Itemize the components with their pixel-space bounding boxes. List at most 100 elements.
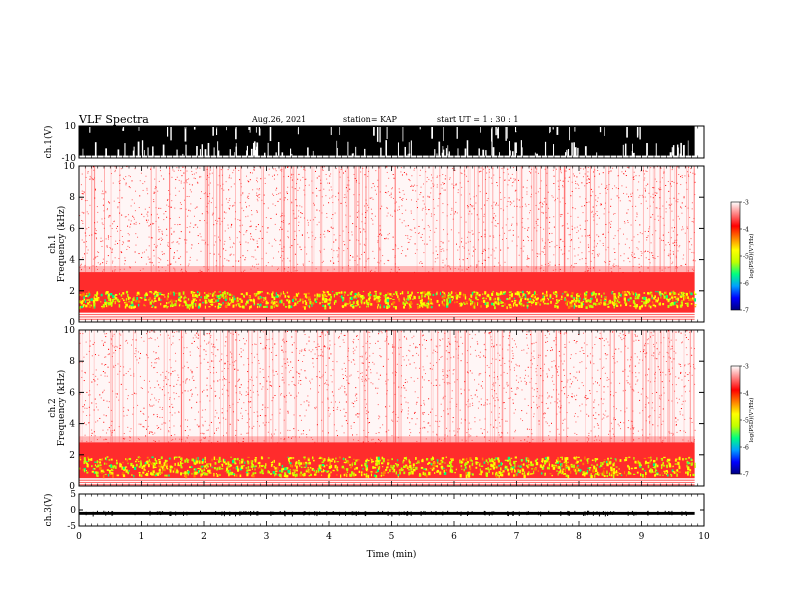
ch2-speckle bbox=[388, 429, 390, 431]
ch1-waveform-gap bbox=[639, 127, 641, 140]
ch2-speckle bbox=[598, 404, 600, 406]
ch1-speckle bbox=[458, 246, 460, 248]
ch1-speckle bbox=[465, 221, 467, 223]
ch1-speckle bbox=[225, 181, 227, 183]
ch1-speckle bbox=[229, 236, 231, 238]
ch2-speckle bbox=[412, 355, 414, 357]
ch1-speckle bbox=[233, 254, 235, 256]
ch1-enhancement bbox=[186, 305, 189, 309]
ch1-speckle bbox=[395, 201, 397, 203]
ch1-speckle bbox=[560, 216, 562, 218]
ch1-speckle bbox=[237, 219, 239, 221]
ch2-speckle bbox=[635, 383, 637, 385]
ch1-speckle bbox=[138, 253, 140, 255]
ch1-speckle bbox=[94, 232, 96, 234]
ch1-speckle bbox=[328, 189, 330, 191]
ch1-speckle bbox=[325, 195, 327, 197]
ch1-speckle bbox=[663, 224, 665, 226]
ch1-speckle bbox=[604, 202, 606, 204]
ch2-speckle bbox=[153, 367, 155, 369]
ch2-speckle bbox=[548, 425, 550, 427]
ch1-waveform-gap bbox=[166, 127, 169, 137]
ch1-enhancement bbox=[257, 290, 260, 295]
ch1-speckle bbox=[507, 218, 509, 220]
ch1-speckle bbox=[423, 228, 425, 230]
ch2-speckle bbox=[428, 398, 430, 400]
ch2-speckle bbox=[494, 390, 496, 392]
ch1-streak bbox=[521, 166, 523, 273]
ch1-speckle bbox=[102, 204, 104, 206]
ch2-speckle bbox=[551, 360, 553, 362]
ch1-speckle bbox=[209, 169, 211, 171]
ch2-speckle bbox=[657, 425, 659, 427]
ch1-streak bbox=[378, 166, 380, 273]
ch1-speckle bbox=[555, 199, 557, 201]
ch1-enhancement bbox=[574, 303, 576, 307]
ch2-speckle bbox=[254, 331, 256, 333]
ch1-speckle bbox=[117, 197, 119, 199]
ch2-speckle bbox=[239, 391, 241, 393]
ch2-speckle bbox=[286, 330, 288, 332]
ch1-waveform-gap bbox=[671, 152, 673, 156]
ch1-speckle bbox=[139, 180, 141, 182]
ch1-enhancement bbox=[518, 301, 521, 305]
ch2-speckle bbox=[425, 438, 427, 440]
ch1-speckle bbox=[539, 202, 541, 204]
ch1-speckle bbox=[134, 210, 136, 212]
ch1-speckle bbox=[229, 205, 231, 207]
ch1-speckle bbox=[437, 254, 439, 256]
ch2-speckle bbox=[591, 377, 593, 379]
ch1-enhancement bbox=[209, 293, 212, 295]
ch1-speckle bbox=[527, 266, 529, 268]
ch2-speckle bbox=[157, 401, 159, 403]
ch1-enhancement bbox=[605, 296, 607, 299]
ch2-speckle bbox=[306, 434, 308, 436]
ch1-speckle bbox=[256, 263, 258, 265]
ch1-enhancement bbox=[383, 305, 386, 309]
ch2-speckle bbox=[94, 354, 96, 356]
ch2-speckle bbox=[470, 346, 472, 348]
ch1-speckle bbox=[326, 213, 328, 215]
ch1-enhancement bbox=[598, 292, 601, 296]
ch1-speckle bbox=[279, 169, 281, 171]
ch1-streak bbox=[213, 166, 214, 273]
ch1-streak bbox=[293, 166, 295, 273]
ch1-speckle bbox=[273, 178, 275, 180]
ch1-enhancement bbox=[408, 306, 411, 310]
ch1-streak bbox=[320, 166, 321, 273]
ch2-speckle bbox=[400, 331, 402, 333]
ch2-speckle bbox=[610, 422, 612, 424]
ch1-enhancement bbox=[428, 293, 432, 296]
ch1-speckle bbox=[568, 250, 570, 252]
ch2-speckle bbox=[564, 346, 566, 348]
ch1-speckle bbox=[304, 246, 306, 248]
ch1-enhancement bbox=[86, 293, 88, 295]
ch1-speckle bbox=[633, 171, 635, 173]
ch1-enhancement bbox=[222, 292, 224, 294]
ch1-speckle bbox=[243, 234, 245, 236]
ch1-speckle bbox=[448, 240, 450, 242]
ch1-speckle bbox=[276, 187, 278, 189]
ch2-speckle bbox=[305, 376, 307, 378]
ch1-speckle bbox=[298, 224, 300, 226]
ch1-speckle bbox=[386, 166, 388, 168]
ch1-enhancement bbox=[311, 303, 313, 307]
ch1-speckle bbox=[364, 244, 366, 246]
ch1-speckle bbox=[659, 267, 661, 269]
ch2-speckle bbox=[425, 339, 427, 341]
ch1-speckle bbox=[96, 206, 98, 208]
ch1-enhancement bbox=[347, 294, 349, 296]
ch1-speckle bbox=[290, 177, 292, 179]
ch1-speckle bbox=[121, 197, 123, 199]
ch1-enhancement bbox=[408, 303, 411, 305]
ch1-speckle bbox=[475, 195, 477, 197]
ch2-speckle bbox=[200, 439, 202, 441]
ch1-enhancement bbox=[86, 299, 89, 301]
ch1-speckle bbox=[488, 257, 490, 259]
ch1-enhancement bbox=[684, 293, 687, 296]
ch2-speckle bbox=[350, 374, 352, 376]
ch1-speckle bbox=[492, 168, 494, 170]
ch1-speckle bbox=[446, 215, 448, 217]
ch1-speckle bbox=[185, 180, 187, 182]
ch2-speckle bbox=[602, 403, 604, 405]
